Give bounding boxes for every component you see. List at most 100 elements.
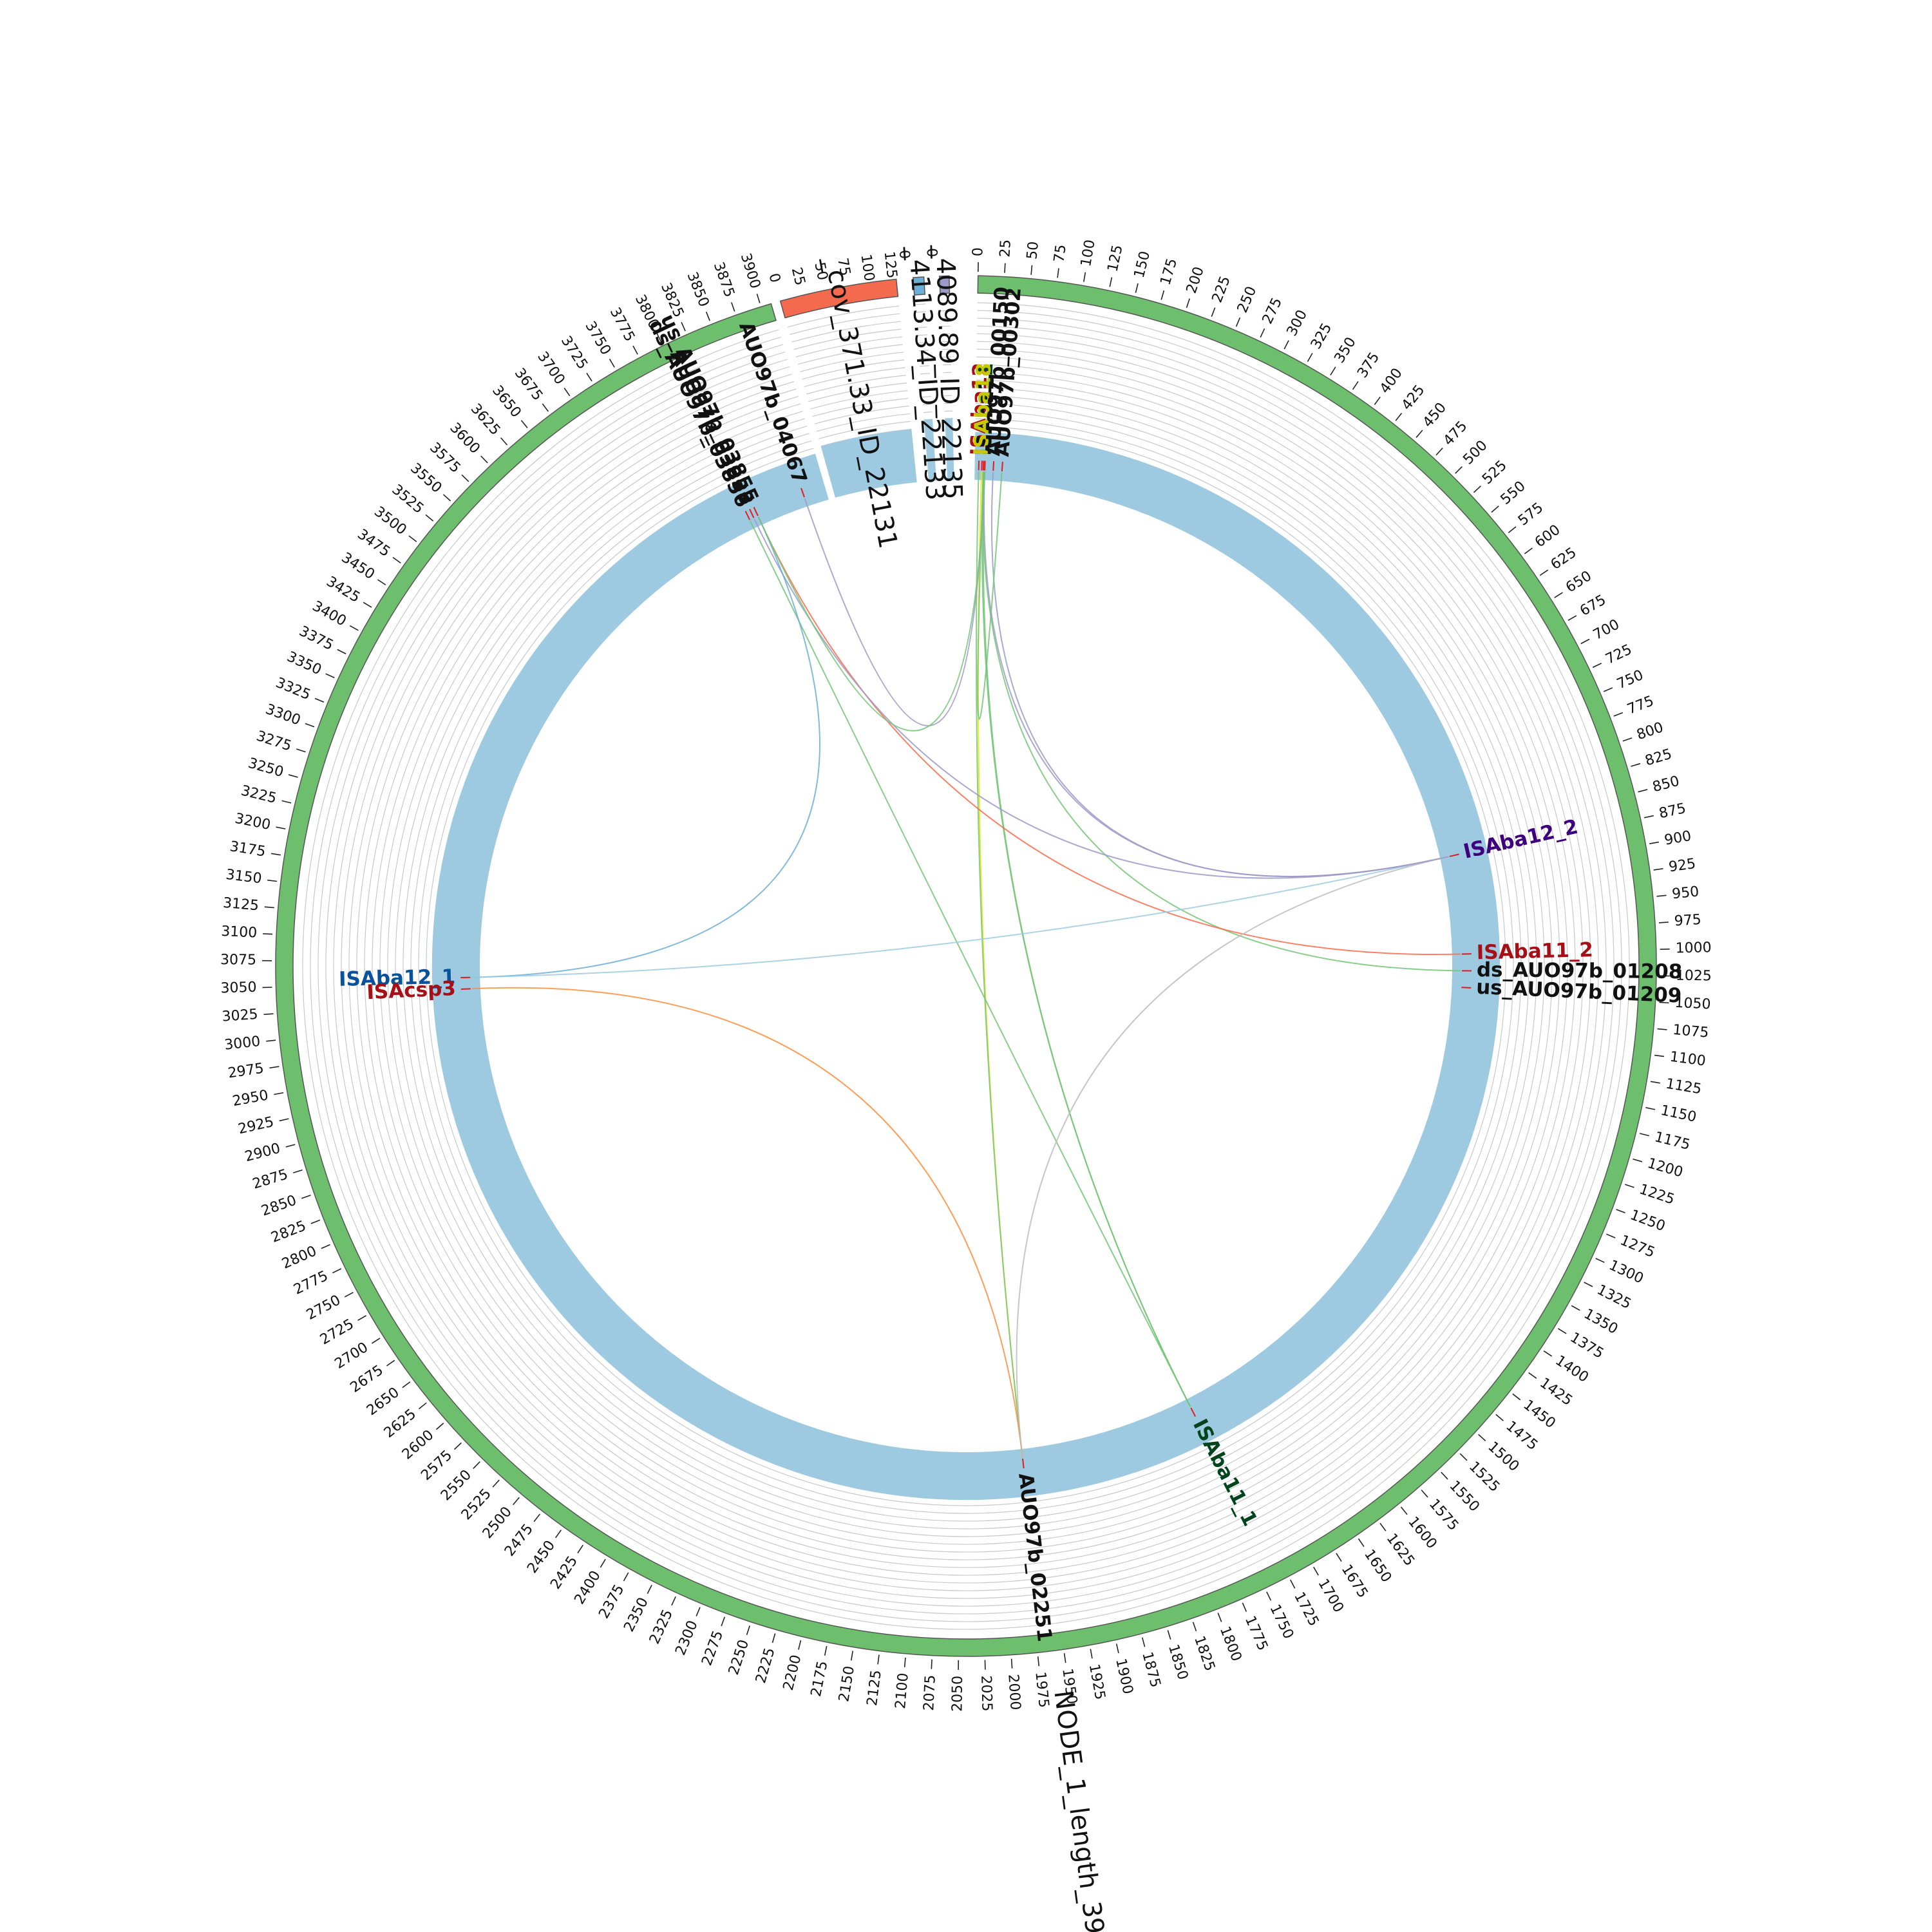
feature-link bbox=[471, 516, 820, 978]
position-tick bbox=[1421, 1490, 1428, 1498]
feature-marker bbox=[1190, 1407, 1196, 1417]
position-tick-label: 2250 bbox=[726, 1638, 752, 1677]
position-tick bbox=[377, 579, 386, 585]
position-tick-label: 1025 bbox=[1676, 968, 1712, 985]
position-tick bbox=[314, 697, 325, 703]
position-tick-label: 3250 bbox=[246, 755, 285, 781]
position-tick bbox=[1584, 1282, 1593, 1287]
position-tick bbox=[1657, 1028, 1667, 1030]
position-tick-label: 3425 bbox=[323, 574, 363, 606]
feature-marker bbox=[744, 511, 751, 520]
position-tick bbox=[520, 420, 528, 428]
position-tick-label: 1925 bbox=[1086, 1663, 1108, 1701]
grid-line bbox=[922, 388, 931, 390]
position-tick bbox=[269, 1066, 279, 1069]
position-tick bbox=[705, 311, 710, 321]
position-tick-label: 1525 bbox=[1466, 1459, 1502, 1495]
position-tick-label: 975 bbox=[1674, 912, 1701, 930]
position-tick-label: 700 bbox=[1591, 616, 1622, 643]
position-tick-label: 1775 bbox=[1242, 1614, 1271, 1653]
position-tick-label: 25 bbox=[997, 239, 1014, 258]
position-tick-label: 2300 bbox=[672, 1618, 701, 1658]
position-tick bbox=[296, 748, 306, 753]
position-tick bbox=[1211, 307, 1216, 317]
position-tick-label: 525 bbox=[1479, 457, 1510, 488]
position-tick-label: 3350 bbox=[285, 649, 324, 678]
position-tick bbox=[371, 1338, 381, 1344]
position-tick-label: 900 bbox=[1663, 828, 1692, 849]
position-tick-label: 3475 bbox=[354, 526, 393, 560]
position-tick bbox=[772, 1633, 776, 1643]
coverage-tick-label: 25 bbox=[788, 266, 808, 287]
position-tick bbox=[681, 321, 686, 332]
position-tick bbox=[1416, 430, 1423, 438]
feature-marker bbox=[1461, 987, 1472, 989]
position-tick-label: 850 bbox=[1651, 773, 1681, 796]
feature-label: ds_AUO97b_01208 bbox=[1477, 958, 1683, 983]
position-tick bbox=[1654, 1054, 1665, 1057]
position-tick bbox=[586, 372, 592, 382]
position-tick-label: 2150 bbox=[836, 1665, 858, 1703]
position-tick bbox=[288, 774, 298, 778]
position-tick bbox=[1613, 712, 1624, 717]
position-tick bbox=[1625, 1184, 1634, 1188]
position-tick bbox=[632, 345, 638, 355]
position-tick bbox=[1656, 895, 1667, 897]
grid-line bbox=[793, 328, 902, 350]
feature-link bbox=[1016, 856, 1449, 1458]
position-tick-label: 3875 bbox=[710, 260, 737, 299]
position-tick-label: 2800 bbox=[279, 1243, 319, 1272]
grid-line bbox=[317, 317, 1615, 1615]
position-tick bbox=[1512, 1393, 1521, 1401]
position-tick bbox=[1478, 1434, 1486, 1442]
position-tick bbox=[1217, 1613, 1222, 1622]
feature-link bbox=[982, 471, 1461, 972]
position-tick-label: 2025 bbox=[978, 1675, 995, 1712]
position-tick-label: 2950 bbox=[231, 1087, 270, 1110]
position-tick bbox=[513, 1497, 520, 1506]
position-tick-label: 3150 bbox=[225, 867, 263, 887]
position-tick bbox=[798, 1640, 802, 1650]
position-tick-label: 950 bbox=[1671, 884, 1700, 902]
position-tick bbox=[1543, 1350, 1553, 1357]
feature-label: ISAba11_2 bbox=[1476, 938, 1593, 964]
grid-line bbox=[333, 333, 1599, 1599]
position-tick-label: 1400 bbox=[1552, 1352, 1591, 1386]
position-tick-label: 1625 bbox=[1383, 1531, 1417, 1569]
position-tick bbox=[1352, 381, 1359, 390]
position-tick-label: 2900 bbox=[243, 1141, 283, 1166]
position-tick-label: 2750 bbox=[304, 1293, 343, 1323]
position-tick-label: 1675 bbox=[1338, 1562, 1371, 1601]
position-tick bbox=[1459, 1453, 1468, 1461]
position-tick-label: 3125 bbox=[222, 895, 260, 914]
position-tick-label: 650 bbox=[1563, 568, 1595, 596]
position-tick bbox=[1616, 1209, 1625, 1214]
position-tick bbox=[824, 1645, 828, 1656]
position-tick bbox=[332, 1268, 342, 1274]
position-tick bbox=[600, 1558, 606, 1568]
position-tick-label: 625 bbox=[1548, 545, 1580, 573]
feature-link bbox=[983, 471, 1449, 877]
grid-line bbox=[356, 356, 1576, 1576]
position-tick-label: 2700 bbox=[332, 1340, 372, 1372]
grid-line bbox=[790, 313, 900, 336]
position-tick-label: 1100 bbox=[1669, 1049, 1707, 1070]
feature-link bbox=[981, 471, 1191, 1407]
position-tick-label: 1700 bbox=[1314, 1576, 1347, 1615]
position-tick bbox=[425, 514, 434, 522]
position-tick bbox=[408, 535, 417, 542]
position-tick-label: 3775 bbox=[607, 305, 638, 345]
position-tick bbox=[281, 800, 292, 804]
position-tick-label: 1250 bbox=[1628, 1207, 1667, 1235]
feature-link bbox=[982, 471, 1191, 1407]
grid-line bbox=[918, 350, 929, 352]
position-tick-label: 2125 bbox=[864, 1669, 885, 1707]
coverage-tick-label: 75 bbox=[834, 257, 853, 278]
position-tick-label: 3750 bbox=[582, 319, 614, 358]
position-tick bbox=[656, 333, 662, 343]
position-tick bbox=[1435, 448, 1443, 456]
coverage-tick-label: 50 bbox=[811, 261, 830, 282]
position-tick-label: 550 bbox=[1498, 478, 1529, 508]
position-tick-label: 425 bbox=[1399, 382, 1428, 413]
feature-marker bbox=[800, 488, 805, 498]
